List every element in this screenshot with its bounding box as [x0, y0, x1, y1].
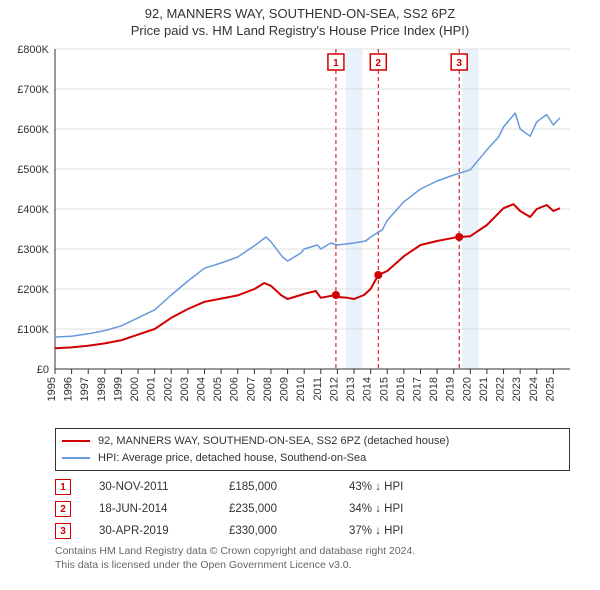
legend-label-hpi: HPI: Average price, detached house, Sout…	[98, 450, 366, 467]
svg-text:2000: 2000	[129, 377, 141, 401]
svg-text:1997: 1997	[79, 377, 91, 401]
svg-text:2: 2	[376, 58, 382, 69]
transaction-marker-1: 1	[55, 479, 71, 495]
svg-text:£0: £0	[37, 364, 49, 376]
svg-text:1: 1	[333, 58, 339, 69]
svg-text:£600K: £600K	[17, 124, 49, 136]
footer-line1: Contains HM Land Registry data © Crown c…	[55, 545, 570, 559]
legend-item-property: 92, MANNERS WAY, SOUTHEND-ON-SEA, SS2 6P…	[62, 433, 563, 450]
svg-text:£500K: £500K	[17, 164, 49, 176]
transaction-date: 18-JUN-2014	[99, 503, 229, 515]
svg-text:2016: 2016	[395, 377, 407, 401]
footer-line2: This data is licensed under the Open Gov…	[55, 559, 570, 573]
chart-svg: £0 £100K £200K £300K £400K £500K £600K £700K £80…	[0, 44, 600, 424]
transaction-row: 2 18-JUN-2014 £235,000 34% ↓ HPI	[55, 501, 570, 517]
transaction-price: £185,000	[229, 481, 349, 493]
svg-text:2011: 2011	[312, 377, 324, 401]
svg-text:3: 3	[456, 58, 462, 69]
svg-text:2021: 2021	[478, 377, 490, 401]
svg-text:£400K: £400K	[17, 204, 49, 216]
svg-text:2010: 2010	[295, 377, 307, 401]
legend-label-property: 92, MANNERS WAY, SOUTHEND-ON-SEA, SS2 6P…	[98, 433, 449, 450]
svg-text:2020: 2020	[461, 377, 473, 401]
transaction-date: 30-APR-2019	[99, 525, 229, 537]
svg-text:£300K: £300K	[17, 244, 49, 256]
svg-text:£700K: £700K	[17, 84, 49, 96]
transaction-hpi: 34% ↓ HPI	[349, 503, 403, 515]
title-sub: Price paid vs. HM Land Registry's House …	[0, 23, 600, 38]
svg-text:2009: 2009	[279, 377, 291, 401]
plot-area: £0 £100K £200K £300K £400K £500K £600K £700K £80…	[0, 44, 600, 424]
transaction-row: 3 30-APR-2019 £330,000 37% ↓ HPI	[55, 523, 570, 539]
svg-text:1995: 1995	[46, 377, 58, 401]
transaction-price: £330,000	[229, 525, 349, 537]
transaction-hpi: 37% ↓ HPI	[349, 525, 403, 537]
svg-text:2003: 2003	[179, 377, 191, 401]
transaction-date: 30-NOV-2011	[99, 481, 229, 493]
svg-text:2025: 2025	[544, 377, 556, 401]
transaction-row: 1 30-NOV-2011 £185,000 43% ↓ HPI	[55, 479, 570, 495]
transaction-price: £235,000	[229, 503, 349, 515]
svg-text:2022: 2022	[495, 377, 507, 401]
svg-text:2013: 2013	[345, 377, 357, 401]
svg-text:2024: 2024	[528, 377, 540, 401]
titles: 92, MANNERS WAY, SOUTHEND-ON-SEA, SS2 6P…	[0, 0, 600, 38]
svg-text:£100K: £100K	[17, 324, 49, 336]
svg-text:2002: 2002	[162, 377, 174, 401]
svg-text:2017: 2017	[411, 377, 423, 401]
transactions-table: 1 30-NOV-2011 £185,000 43% ↓ HPI 2 18-JU…	[55, 479, 570, 539]
svg-text:£800K: £800K	[17, 44, 49, 56]
legend-swatch-property	[62, 440, 90, 442]
svg-text:2004: 2004	[196, 377, 208, 401]
legend: 92, MANNERS WAY, SOUTHEND-ON-SEA, SS2 6P…	[55, 428, 570, 471]
transaction-marker-2: 2	[55, 501, 71, 517]
transaction-marker-3: 3	[55, 523, 71, 539]
svg-text:2023: 2023	[511, 377, 523, 401]
svg-text:2008: 2008	[262, 377, 274, 401]
svg-text:1998: 1998	[96, 377, 108, 401]
chart-container: 92, MANNERS WAY, SOUTHEND-ON-SEA, SS2 6P…	[0, 0, 600, 572]
svg-text:2005: 2005	[212, 377, 224, 401]
svg-text:2019: 2019	[445, 377, 457, 401]
svg-text:2018: 2018	[428, 377, 440, 401]
svg-text:2007: 2007	[245, 377, 257, 401]
svg-text:2015: 2015	[378, 377, 390, 401]
svg-text:£200K: £200K	[17, 284, 49, 296]
svg-text:2014: 2014	[362, 377, 374, 401]
svg-text:1996: 1996	[63, 377, 75, 401]
footer: Contains HM Land Registry data © Crown c…	[55, 545, 570, 572]
title-main: 92, MANNERS WAY, SOUTHEND-ON-SEA, SS2 6P…	[0, 6, 600, 21]
svg-text:1999: 1999	[112, 377, 124, 401]
transaction-hpi: 43% ↓ HPI	[349, 481, 403, 493]
svg-text:2001: 2001	[146, 377, 158, 401]
legend-item-hpi: HPI: Average price, detached house, Sout…	[62, 450, 563, 467]
svg-text:2012: 2012	[328, 377, 340, 401]
svg-text:2006: 2006	[229, 377, 241, 401]
legend-swatch-hpi	[62, 457, 90, 459]
